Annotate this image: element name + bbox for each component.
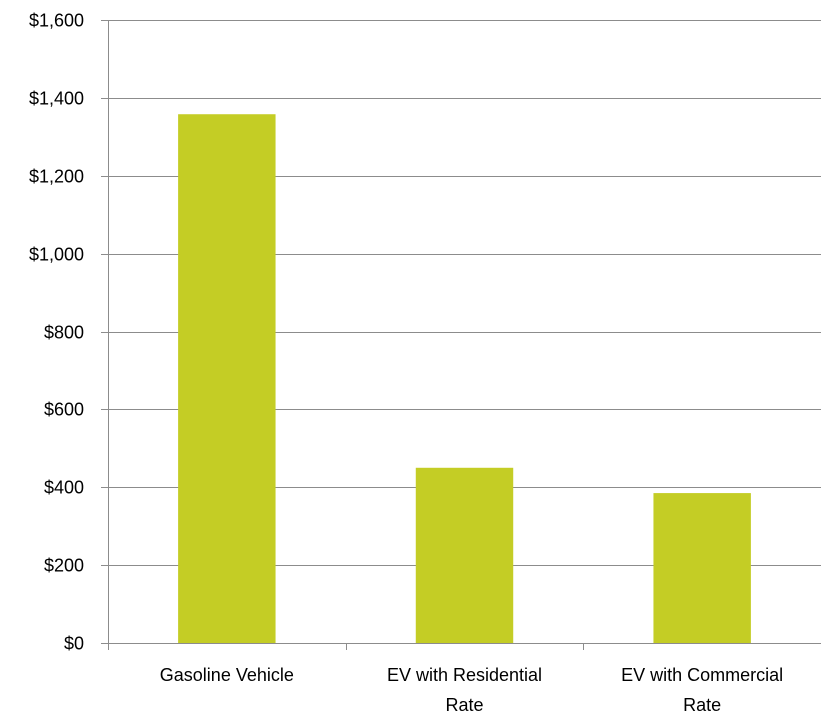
- bar: [653, 493, 751, 643]
- labels: $0 $200 $400 $600 $800 $1,000 $1,200 $1,400 $1,6…: [29, 11, 783, 716]
- y-tick-label: $1,600: [29, 11, 84, 31]
- y-tick-label: $0: [64, 634, 84, 654]
- y-tick-label: $600: [44, 400, 84, 420]
- y-tick-label: $1,000: [29, 245, 84, 265]
- y-tick-label: $200: [44, 556, 84, 576]
- x-tick-label: Rate: [445, 695, 483, 715]
- y-tick-label: $1,200: [29, 167, 84, 187]
- bars: [178, 114, 751, 643]
- x-tick-label: EV with Residential: [387, 665, 542, 685]
- x-tick-label: Gasoline Vehicle: [160, 665, 294, 685]
- y-tick-label: $1,400: [29, 89, 84, 109]
- y-tick-label: $800: [44, 323, 84, 343]
- axes: [101, 20, 821, 650]
- y-tick-label: $400: [44, 478, 84, 498]
- bar: [415, 467, 514, 643]
- x-tick-label: Rate: [683, 695, 721, 715]
- bar: [178, 114, 276, 643]
- x-tick-label: EV with Commercial: [621, 665, 783, 685]
